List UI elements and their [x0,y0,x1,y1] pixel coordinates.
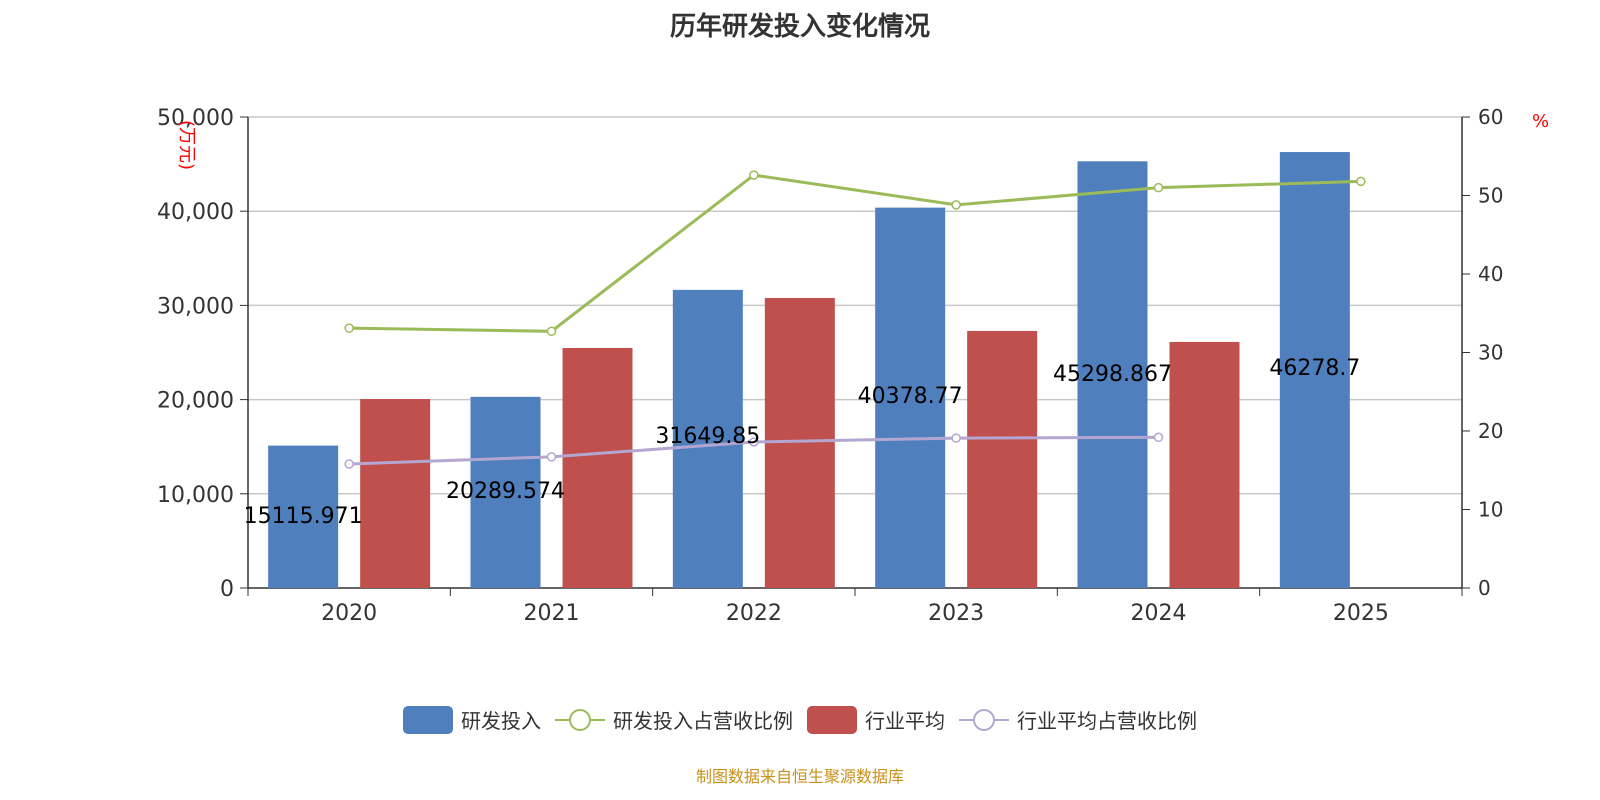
x-tick-label: 2021 [524,601,580,626]
legend-swatch [807,705,857,734]
left-tick-label: 10,000 [157,483,234,508]
legend: 研发投入 研发投入占营收比例 行业平均 行业平均占营收比例 [0,705,1600,734]
right-tick-label: 50 [1478,184,1503,208]
bar-rd [1077,161,1148,588]
point-industry-ratio [749,437,759,447]
legend-item-industry[interactable]: 行业平均 [807,705,945,734]
left-tick-label: 40,000 [157,200,234,225]
bar-data-label: 20289.574 [446,479,565,504]
left-tick-label: 30,000 [157,294,234,319]
point-rd-ratio [1356,176,1366,187]
bar-rd [672,289,743,588]
x-tick-label: 2025 [1333,601,1389,626]
bar-rd [268,445,339,588]
left-tick-label: 0 [220,577,234,602]
bar-data-label: 31649.85 [655,424,760,449]
bar-data-label: 15115.971 [244,504,363,529]
legend-line-marker-icon [959,706,1009,734]
bar-data-label: 40378.77 [858,384,963,409]
point-rd-ratio [546,326,557,337]
x-tick-label: 2022 [726,601,782,626]
x-tick-label: 2023 [928,601,984,626]
point-industry-ratio [951,433,961,443]
left-tick-label: 20,000 [157,389,234,414]
legend-swatch [403,705,453,734]
point-rd-ratio [951,200,961,210]
line-rd-ratio [349,173,1361,333]
chart-plot: 0 10,000 20,000 30,000 40,000 50,000 0 10 20 30 40… [157,105,1549,626]
right-tick-label: 20 [1478,419,1503,443]
legend-line-marker-icon [555,706,605,734]
bar-industry [967,330,1038,588]
legend-item-industry-ratio[interactable]: 行业平均占营收比例 [959,705,1197,734]
right-tick-label: 60 [1478,105,1503,129]
right-axis-unit: % [1532,111,1549,132]
legend-label: 研发投入占营收比例 [613,709,793,733]
point-rd-ratio [1153,182,1164,193]
legend-label: 行业平均 [865,709,945,733]
bar-rd [470,396,541,588]
left-axis-unit: (万元) [176,120,197,170]
bar-data-label: 46278.7 [1269,356,1360,381]
point-rd-ratio [749,170,759,180]
left-tick-label: 50,000 [157,106,234,131]
chart-title: 历年研发投入变化情况 [669,12,930,42]
point-industry-ratio [546,452,557,462]
legend-label: 行业平均占营收比例 [1017,709,1197,733]
point-rd-ratio [344,323,354,333]
source-note: 制图数据来自恒生聚源数据库 [695,767,904,786]
bar-data-label: 45298.867 [1053,362,1172,387]
legend-label: 研发投入 [461,709,541,733]
bar-industry [1169,341,1240,588]
right-tick-label: 0 [1478,576,1491,600]
point-industry-ratio [344,459,354,469]
point-industry-ratio [1153,432,1164,443]
right-tick-label: 30 [1478,341,1503,365]
right-tick-label: 40 [1478,262,1503,286]
bar-rd [875,207,946,588]
x-tick-label: 2020 [321,601,377,626]
legend-item-rd-ratio[interactable]: 研发投入占营收比例 [555,705,793,734]
bar-industry [562,347,633,588]
x-tick-label: 2024 [1131,601,1187,626]
right-tick-label: 10 [1478,498,1503,522]
bar-rd [1279,152,1350,589]
legend-item-rd[interactable]: 研发投入 [403,705,541,734]
bar-industry [360,399,431,588]
